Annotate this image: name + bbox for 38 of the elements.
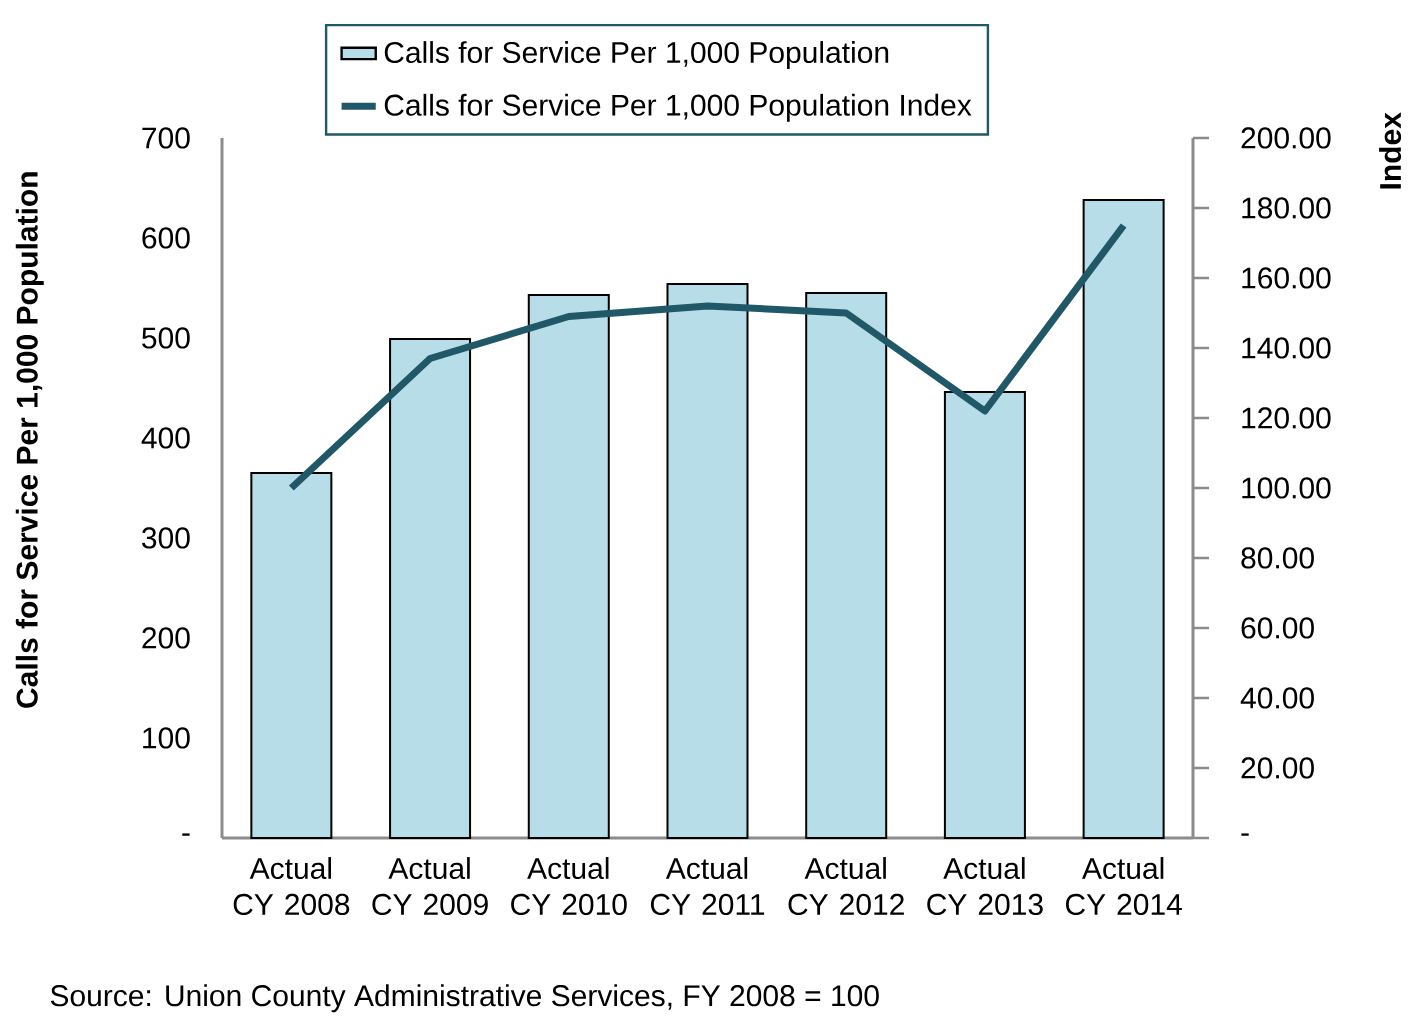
y-tick-label: -: [182, 833, 190, 836]
y-tick-label: 600: [142, 227, 190, 249]
y2-tick-label: 60.00: [1241, 617, 1314, 639]
y-tick-label: 400: [141, 427, 190, 449]
bar: [943, 390, 1026, 839]
y2-tick-label: 140.00: [1242, 337, 1331, 359]
bar: [527, 293, 610, 839]
y2-axis-title: Index: [1379, 112, 1402, 189]
y2-tick-label: 100.00: [1242, 477, 1331, 499]
y2-tick-label: 160.00: [1242, 267, 1331, 289]
y2-tick-label: 180.00: [1242, 197, 1331, 219]
x-tick-label: Actual CY 2010: [511, 857, 627, 916]
bar: [805, 291, 888, 839]
x-tick-label: Actual CY 2011: [650, 857, 765, 916]
y-tick-label: 100: [143, 727, 190, 749]
y2-tick-label: -: [1241, 833, 1249, 836]
y2-tick-label: 20.00: [1241, 757, 1314, 779]
legend-label: Calls for Service Per 1,000 Population: [384, 41, 889, 70]
legend-label: Calls for Service Per 1,000 Population Index: [384, 93, 972, 122]
y2-tick-label: 80.00: [1241, 547, 1314, 569]
y-axis-title: Calls for Service Per 1,000 Population: [15, 172, 44, 708]
bar: [250, 471, 333, 839]
y-tick-label: 700: [142, 127, 190, 149]
source-note: Source: Union County Administrative Services, FY 2008 = 100: [50, 984, 879, 1013]
bar: [1082, 198, 1165, 839]
y2-tick-label: 120.00: [1242, 407, 1331, 429]
bar: [666, 282, 749, 839]
y2-tick-label: 40.00: [1240, 687, 1314, 709]
x-tick-label: Actual CY 2014: [1065, 857, 1182, 916]
x-tick-label: Actual CY 2008: [233, 857, 350, 916]
y2-tick-label: 200.00: [1241, 127, 1331, 149]
y-tick-label: 500: [142, 327, 190, 349]
x-tick-label: Actual CY 2009: [372, 857, 488, 916]
y-tick-label: 300: [142, 527, 190, 549]
x-tick-label: Actual CY 2012: [788, 857, 904, 916]
x-tick-label: Actual CY 2013: [927, 857, 1043, 916]
y-tick-label: 200: [142, 627, 190, 649]
bar: [389, 337, 472, 839]
